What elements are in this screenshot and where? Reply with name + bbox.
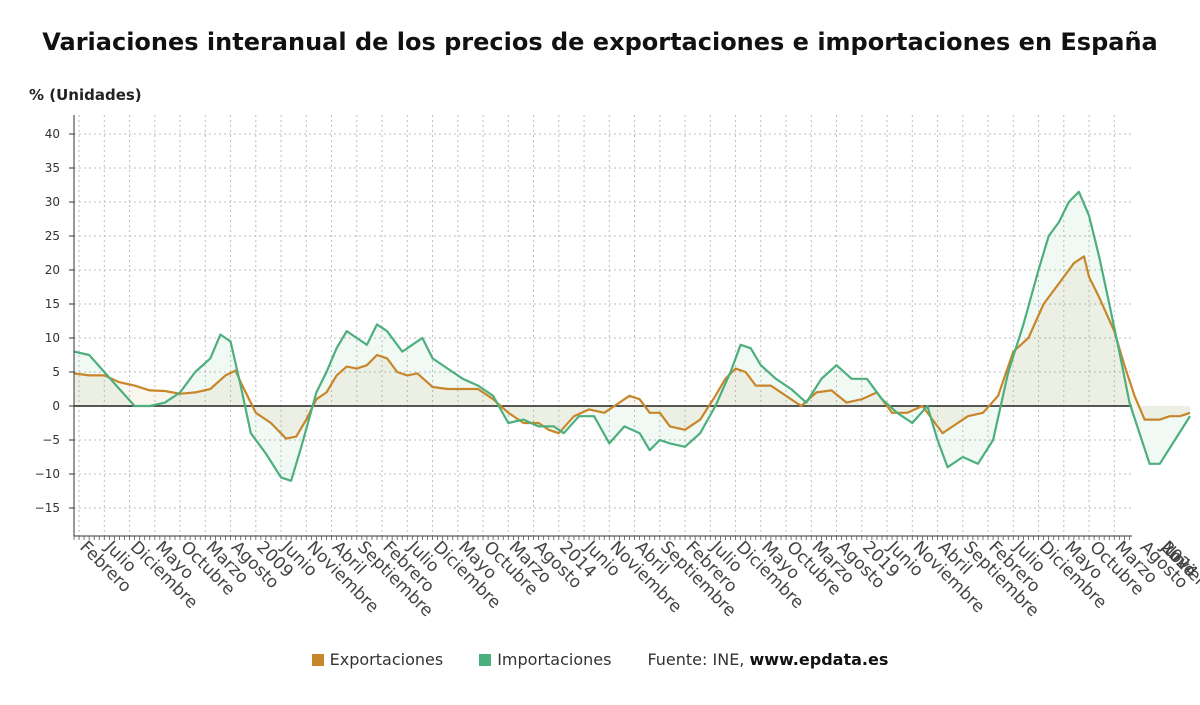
x-tick-labels: FebreroJulioDiciembreMayoOctubreMarzoAgo…	[76, 537, 1200, 621]
series-areas	[74, 191, 1191, 481]
axes	[69, 115, 1132, 540]
source-site: www.epdata.es	[749, 650, 889, 669]
y-tick-label: 40	[45, 127, 60, 141]
y-tick-label: 0	[52, 399, 60, 413]
series-line-importaciones	[73, 190, 1191, 482]
series-lines	[73, 190, 1191, 482]
y-tick-label: 20	[45, 263, 60, 277]
y-tick-label: −10	[35, 467, 60, 481]
y-tick-label: 10	[45, 331, 60, 345]
y-tick-label: 15	[45, 297, 60, 311]
area-exportaciones	[74, 256, 1191, 439]
legend-item-exports: Exportaciones	[311, 650, 444, 669]
y-tick-label: 35	[45, 161, 60, 175]
y-tick-labels: 40 35 30 25 20 15 10 5 0 −5 −10 −15	[35, 127, 60, 515]
y-tick-label: −15	[35, 501, 60, 515]
grid-lines	[74, 115, 1132, 536]
y-tick-label: 5	[52, 365, 60, 379]
y-tick-label: −5	[42, 433, 60, 447]
exports-swatch	[311, 653, 324, 666]
area-importaciones	[74, 191, 1191, 481]
y-tick-label: 25	[45, 229, 60, 243]
source-note: Fuente: INE, www.epdata.es	[647, 650, 888, 669]
legend-item-imports: Importaciones	[479, 650, 611, 669]
legend-label-exports: Exportaciones	[329, 650, 444, 669]
legend: Exportaciones Importaciones Fuente: INE,…	[0, 650, 1200, 669]
y-axis-unit-label: % (Unidades)	[29, 86, 142, 104]
source-prefix: Fuente: INE,	[647, 650, 745, 669]
imports-swatch	[479, 653, 492, 666]
y-tick-label: 30	[45, 195, 60, 209]
chart-title: Variaciones interanual de los precios de…	[42, 28, 1158, 56]
legend-label-imports: Importaciones	[497, 650, 612, 669]
series-line-exportaciones	[73, 255, 1191, 440]
